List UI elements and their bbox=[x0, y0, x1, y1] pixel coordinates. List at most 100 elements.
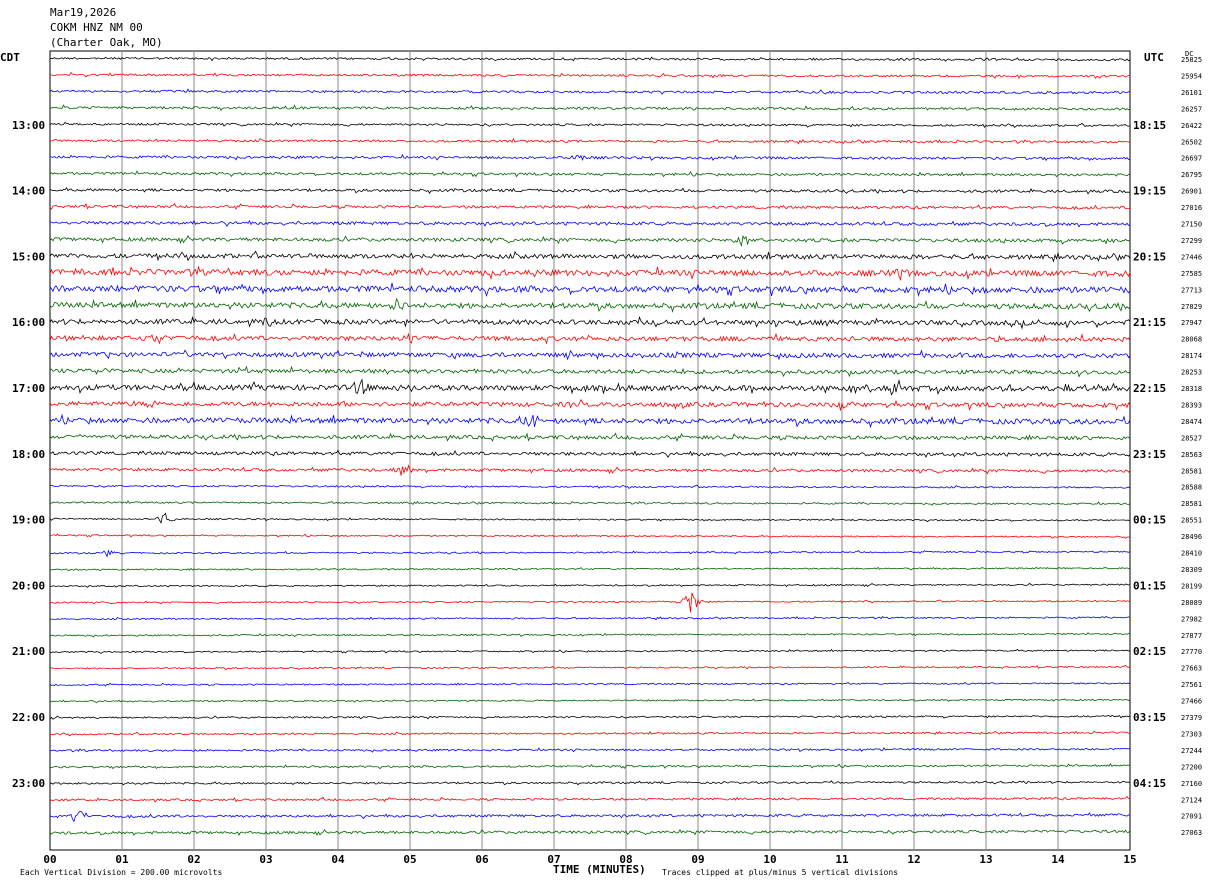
left-time-tick: 22:00 bbox=[12, 711, 45, 724]
trace-line bbox=[49, 566, 1131, 571]
trace-line bbox=[49, 121, 1131, 129]
x-tick-label: 00 bbox=[43, 853, 56, 866]
trace-line bbox=[49, 413, 1131, 429]
trace-line bbox=[49, 332, 1131, 345]
dc-offset-label: 27091 bbox=[1181, 813, 1202, 821]
right-time-tick: 01:15 bbox=[1133, 579, 1166, 592]
dc-offset-label: 28174 bbox=[1181, 352, 1202, 360]
trace-line bbox=[49, 315, 1131, 330]
dc-offset-label: 27663 bbox=[1181, 665, 1202, 673]
trace-line bbox=[50, 500, 1131, 506]
trace-line bbox=[49, 512, 1131, 525]
label-layer: 13:00 14:00 15:00 16:00 17:00 18:00 19:00 20:00… bbox=[12, 56, 1202, 866]
dc-offset-label: 28318 bbox=[1181, 385, 1202, 393]
dc-offset-label: 27446 bbox=[1181, 253, 1202, 261]
trace-line bbox=[49, 349, 1131, 361]
right-time-tick: 19:15 bbox=[1133, 185, 1166, 198]
trace-line bbox=[49, 186, 1131, 195]
dc-offset-label: 27947 bbox=[1181, 319, 1202, 327]
grid-layer bbox=[49, 50, 1131, 851]
left-time-tick: 20:00 bbox=[12, 579, 45, 592]
right-time-tick: 03:15 bbox=[1133, 711, 1166, 724]
right-time-tick: 21:15 bbox=[1133, 316, 1166, 329]
trace-line bbox=[49, 449, 1131, 458]
dc-offset-label: 28474 bbox=[1181, 418, 1202, 426]
trace-line bbox=[49, 549, 1131, 558]
trace-line bbox=[49, 698, 1131, 704]
right-time-tick: 00:15 bbox=[1133, 514, 1166, 527]
dc-offset-label: 28581 bbox=[1181, 467, 1202, 475]
right-time-tick: 20:15 bbox=[1133, 250, 1166, 263]
left-time-tick: 15:00 bbox=[12, 250, 45, 263]
trace-line bbox=[49, 592, 1131, 613]
dc-offset-label: 27379 bbox=[1181, 714, 1202, 722]
trace-line bbox=[49, 282, 1131, 298]
trace-line bbox=[49, 56, 1131, 62]
dc-offset-label: 28496 bbox=[1181, 533, 1202, 541]
dc-offset-label: 28393 bbox=[1181, 401, 1202, 409]
trace-line bbox=[49, 153, 1131, 162]
trace-line bbox=[50, 137, 1131, 145]
dc-offset-label: 28563 bbox=[1181, 451, 1202, 459]
trace-line bbox=[49, 664, 1131, 671]
left-time-tick: 14:00 bbox=[12, 185, 45, 198]
trace-line bbox=[49, 533, 1131, 539]
x-tick-label: 13 bbox=[979, 853, 992, 866]
trace-line bbox=[49, 234, 1131, 248]
dc-offset-label: 28527 bbox=[1181, 434, 1202, 442]
dc-offset-label: 26502 bbox=[1181, 138, 1202, 146]
dc-offset-label: 26101 bbox=[1181, 89, 1202, 97]
x-axis-label: TIME (MINUTES) bbox=[553, 863, 646, 876]
trace-line bbox=[49, 681, 1131, 687]
dc-offset-label: 28199 bbox=[1181, 582, 1202, 590]
left-time-tick: 18:00 bbox=[12, 448, 45, 461]
dc-label: DC bbox=[1185, 50, 1193, 58]
trace-line bbox=[49, 398, 1131, 411]
dc-offset-label: 27063 bbox=[1181, 829, 1202, 837]
right-time-tick: 02:15 bbox=[1133, 645, 1166, 658]
x-tick-label: 11 bbox=[835, 853, 849, 866]
left-time-tick: 13:00 bbox=[12, 119, 45, 132]
trace-line bbox=[49, 250, 1131, 263]
trace-line bbox=[49, 265, 1131, 282]
trace-line bbox=[50, 810, 1131, 823]
dc-offset-label: 28253 bbox=[1181, 369, 1202, 377]
dc-offset-label: 27466 bbox=[1181, 698, 1202, 706]
dc-offset-label: 27160 bbox=[1181, 780, 1202, 788]
trace-line bbox=[49, 365, 1131, 378]
x-tick-label: 08 bbox=[619, 853, 632, 866]
x-tick-label: 04 bbox=[331, 853, 345, 866]
trace-line bbox=[49, 780, 1131, 786]
plot-frame bbox=[49, 50, 1131, 851]
dc-offset-label: 25825 bbox=[1181, 56, 1202, 64]
x-tick-label: 01 bbox=[115, 853, 129, 866]
x-tick-label: 07 bbox=[547, 853, 560, 866]
header-station: COKM HNZ NM 00 bbox=[50, 21, 143, 34]
x-tick-label: 12 bbox=[907, 853, 920, 866]
trace-line bbox=[49, 88, 1131, 95]
dc-offset-label: 27150 bbox=[1181, 221, 1202, 229]
trace-line bbox=[49, 170, 1131, 178]
dc-offset-label: 25954 bbox=[1181, 72, 1202, 80]
x-tick-label: 10 bbox=[763, 853, 776, 866]
trace-line bbox=[49, 795, 1131, 803]
x-tick-label: 03 bbox=[259, 853, 272, 866]
trace-line bbox=[49, 714, 1131, 720]
x-tick-label: 06 bbox=[475, 853, 489, 866]
dc-offset-label: 28581 bbox=[1181, 500, 1202, 508]
trace-line bbox=[49, 484, 1131, 489]
dc-offset-label: 28068 bbox=[1181, 336, 1202, 344]
dc-offset-label: 26901 bbox=[1181, 188, 1202, 196]
dc-offset-label: 26795 bbox=[1181, 171, 1202, 179]
dc-offset-label: 27829 bbox=[1181, 303, 1202, 311]
x-tick-label: 14 bbox=[1051, 853, 1065, 866]
trace-line bbox=[49, 582, 1131, 588]
x-tick-label: 15 bbox=[1123, 853, 1136, 866]
dc-offset-label: 27200 bbox=[1181, 763, 1202, 771]
trace-line bbox=[49, 747, 1131, 753]
trace-line bbox=[49, 763, 1130, 770]
trace-line bbox=[49, 632, 1131, 638]
left-time-tick: 21:00 bbox=[12, 645, 45, 658]
dc-offset-label: 27982 bbox=[1181, 615, 1202, 623]
